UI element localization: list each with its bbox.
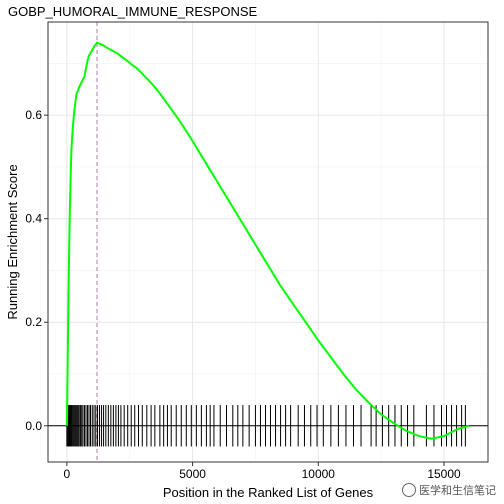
x-axis: 0 5000 10000 15000 [64,462,461,481]
x-tick-label: 10000 [302,467,336,481]
plot-border [47,21,489,463]
y-axis: 0.0 0.2 0.4 0.6 [25,108,48,433]
watermark-text: 医学和生信笔记 [419,484,496,497]
running-enrichment-line [65,41,470,440]
y-tick-label: 0.4 [25,212,42,226]
y-tick-label: 0.0 [25,419,42,433]
y-axis-title: Running Enrichment Score [5,164,20,319]
watermark: 医学和生信笔记 [402,482,496,498]
chart-title: GOBP_HUMORAL_IMMUNE_RESPONSE [8,4,258,19]
y-tick-label: 0.6 [25,108,42,122]
x-tick-label: 15000 [427,467,461,481]
gene-hit-ticks [66,405,466,447]
wechat-icon [402,483,416,497]
x-tick-label: 0 [64,467,71,481]
grid-minor [48,22,488,462]
y-tick-label: 0.2 [25,315,42,329]
plot-background [47,21,489,463]
x-tick-label: 5000 [179,467,206,481]
plot-area [47,21,489,463]
x-axis-title: Position in the Ranked List of Genes [163,485,374,500]
